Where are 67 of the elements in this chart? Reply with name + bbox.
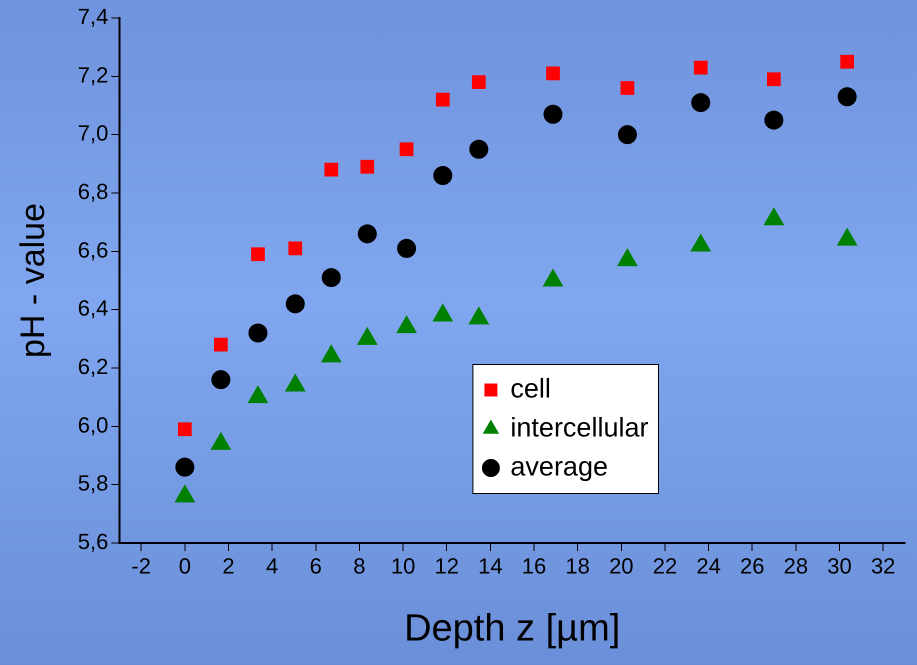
point (694, 60, 708, 74)
x-tick-label: 14 (478, 553, 503, 578)
point (285, 374, 306, 392)
point (472, 75, 486, 90)
y-tick-label: 5,6 (78, 529, 108, 554)
x-tick-label: 0 (178, 553, 191, 578)
x-tick-label: 26 (740, 553, 764, 578)
y-tick-label: 6,6 (78, 237, 108, 262)
y-tick-label: 6,2 (78, 354, 108, 380)
y-tick-label: 7,4 (78, 4, 108, 30)
point (396, 316, 417, 334)
x-tick-label: 10 (390, 553, 416, 578)
point (251, 247, 265, 262)
x-tick-label: 2 (222, 553, 235, 578)
y-axis-title: pH - value (14, 203, 52, 358)
x-tick-label: 12 (434, 553, 459, 578)
point (433, 166, 452, 185)
legend-label: average (510, 451, 608, 482)
point (469, 140, 488, 159)
point (436, 92, 450, 107)
point (546, 66, 560, 80)
x-axis-title: Depth z [µm] (404, 608, 620, 650)
point (357, 327, 378, 345)
x-tick-label: 28 (784, 553, 808, 578)
point (400, 142, 414, 156)
x-tick-label: 18 (565, 553, 590, 578)
x-tick-label: 8 (353, 553, 366, 578)
point (542, 269, 564, 286)
y-tick-label: 6,0 (78, 412, 108, 438)
point (321, 344, 342, 362)
x-tick-label: 16 (522, 553, 546, 578)
point (248, 386, 268, 404)
legend-label: intercellular (510, 412, 648, 442)
point (397, 238, 416, 258)
y-tick-label: 5,8 (78, 470, 108, 496)
point (766, 72, 781, 86)
x-tick-label: 22 (652, 553, 678, 578)
point (837, 228, 858, 246)
x-tick-label: 24 (696, 553, 721, 578)
point (324, 162, 338, 177)
y-tick-label: 7,2 (78, 62, 108, 88)
point (618, 125, 637, 144)
point (468, 306, 489, 324)
x-tick-label: -2 (131, 553, 151, 578)
point (690, 234, 711, 252)
legend-label: cell (510, 373, 551, 404)
point (544, 104, 562, 124)
x-tick-label: 20 (609, 553, 634, 578)
y-tick-label: 6,4 (78, 296, 108, 321)
point (210, 432, 231, 450)
x-tick-label: 32 (870, 553, 896, 578)
x-tick-label: 6 (310, 553, 322, 578)
y-tick-label: 6,8 (78, 179, 108, 204)
point (764, 110, 784, 130)
point (288, 242, 302, 256)
x-tick-label: 4 (266, 553, 278, 578)
point (620, 81, 634, 95)
point (358, 224, 377, 244)
point (360, 160, 374, 174)
y-tick-label: 7,0 (78, 120, 108, 146)
point (838, 87, 857, 106)
point (691, 93, 710, 112)
point (840, 54, 854, 69)
point (174, 484, 195, 502)
point (432, 304, 453, 322)
x-tick-label: 30 (827, 553, 852, 578)
point (617, 248, 638, 266)
